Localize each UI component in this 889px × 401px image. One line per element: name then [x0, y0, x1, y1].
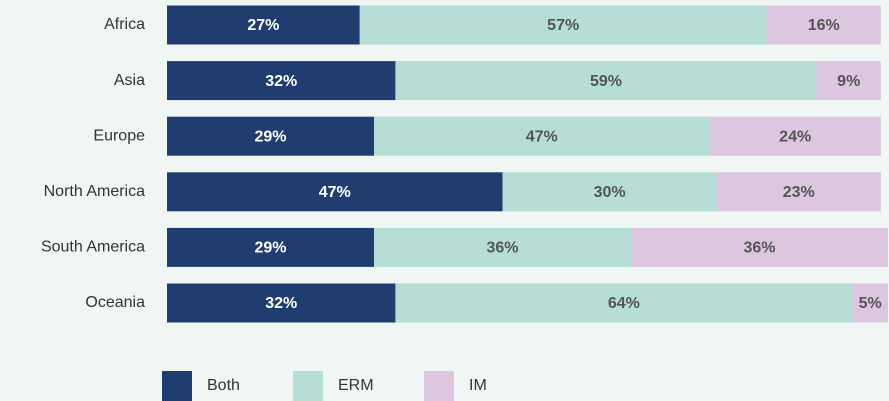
legend-label: ERM — [338, 377, 374, 394]
bar-segment — [374, 116, 710, 156]
legend-swatch — [293, 371, 323, 401]
bar-segment — [816, 61, 881, 101]
value-label: 24% — [779, 128, 811, 145]
bar-segment — [709, 116, 881, 156]
bar-segment — [631, 227, 888, 267]
value-label: 36% — [743, 240, 775, 257]
value-label: 32% — [265, 73, 297, 90]
bar-segment — [395, 61, 817, 101]
bar-segment — [167, 283, 396, 323]
value-label: 29% — [254, 240, 286, 257]
bar-segment — [766, 5, 881, 45]
legend-swatch — [424, 371, 454, 401]
category-label: Oceania — [85, 294, 145, 311]
value-label: 29% — [254, 128, 286, 145]
bar-segment — [167, 116, 375, 156]
value-label: 59% — [590, 73, 622, 90]
category-label: South America — [41, 239, 145, 256]
category-label: Africa — [104, 16, 145, 33]
value-label: 23% — [783, 184, 815, 201]
value-label: 16% — [808, 17, 840, 34]
bar-segment — [716, 172, 881, 212]
category-label: Asia — [114, 72, 145, 89]
category-label: North America — [44, 183, 145, 200]
bar-segment — [167, 172, 503, 212]
bar-segment — [167, 5, 360, 45]
bar-segment — [502, 172, 717, 212]
value-label: 36% — [486, 240, 518, 257]
bar-segment — [374, 227, 632, 267]
value-label: 47% — [319, 184, 351, 201]
legend-label: Both — [207, 377, 240, 394]
category-label: Europe — [93, 127, 145, 144]
value-label: 5% — [859, 295, 882, 312]
value-label: 9% — [837, 73, 860, 90]
bar-segment — [167, 227, 375, 267]
value-label: 64% — [608, 295, 640, 312]
legend-label: IM — [469, 377, 487, 394]
bar-segment — [852, 283, 888, 323]
bar-segment — [395, 283, 853, 323]
value-label: 57% — [547, 17, 579, 34]
value-label: 32% — [265, 295, 297, 312]
value-label: 30% — [594, 184, 626, 201]
legend-swatch — [162, 371, 192, 401]
bar-segment — [167, 61, 396, 101]
value-label: 27% — [247, 17, 279, 34]
value-label: 47% — [526, 128, 558, 145]
bar-segment — [359, 5, 767, 45]
